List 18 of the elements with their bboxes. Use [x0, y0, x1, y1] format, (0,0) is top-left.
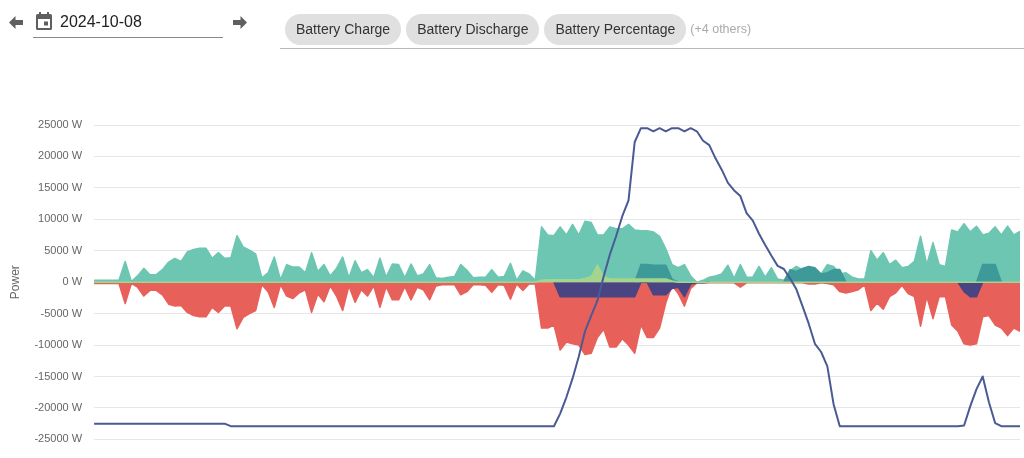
y-tick-label: -25000 W: [34, 432, 83, 445]
y-tick-label: 10000 W: [38, 212, 83, 225]
y-axis-title: Power: [7, 265, 22, 300]
chart-title: 2024-10-08: [60, 13, 142, 31]
chip: Battery Charge: [285, 14, 402, 45]
y-tick-label: 0 W: [62, 275, 83, 288]
y-tick-label: -10000 W: [34, 338, 83, 351]
y-tick-label: -5000 W: [40, 306, 83, 319]
chip: Battery Percentage: [544, 14, 687, 45]
filter-field: Battery Charge Battery Discharge Battery Percentage (+4 others): [280, 14, 1024, 49]
y-tick-label: 20000 W: [38, 149, 83, 162]
y-tick-label: 15000 W: [38, 180, 83, 193]
y-tick-label: 25000 W: [38, 118, 83, 131]
chip: Battery Discharge: [406, 14, 540, 45]
y-tick-label: -15000 W: [34, 369, 83, 382]
date-field: 2024-10-08: [33, 8, 223, 38]
y-tick-label: 5000 W: [44, 243, 83, 256]
y-tick-label: -20000 W: [34, 400, 83, 413]
